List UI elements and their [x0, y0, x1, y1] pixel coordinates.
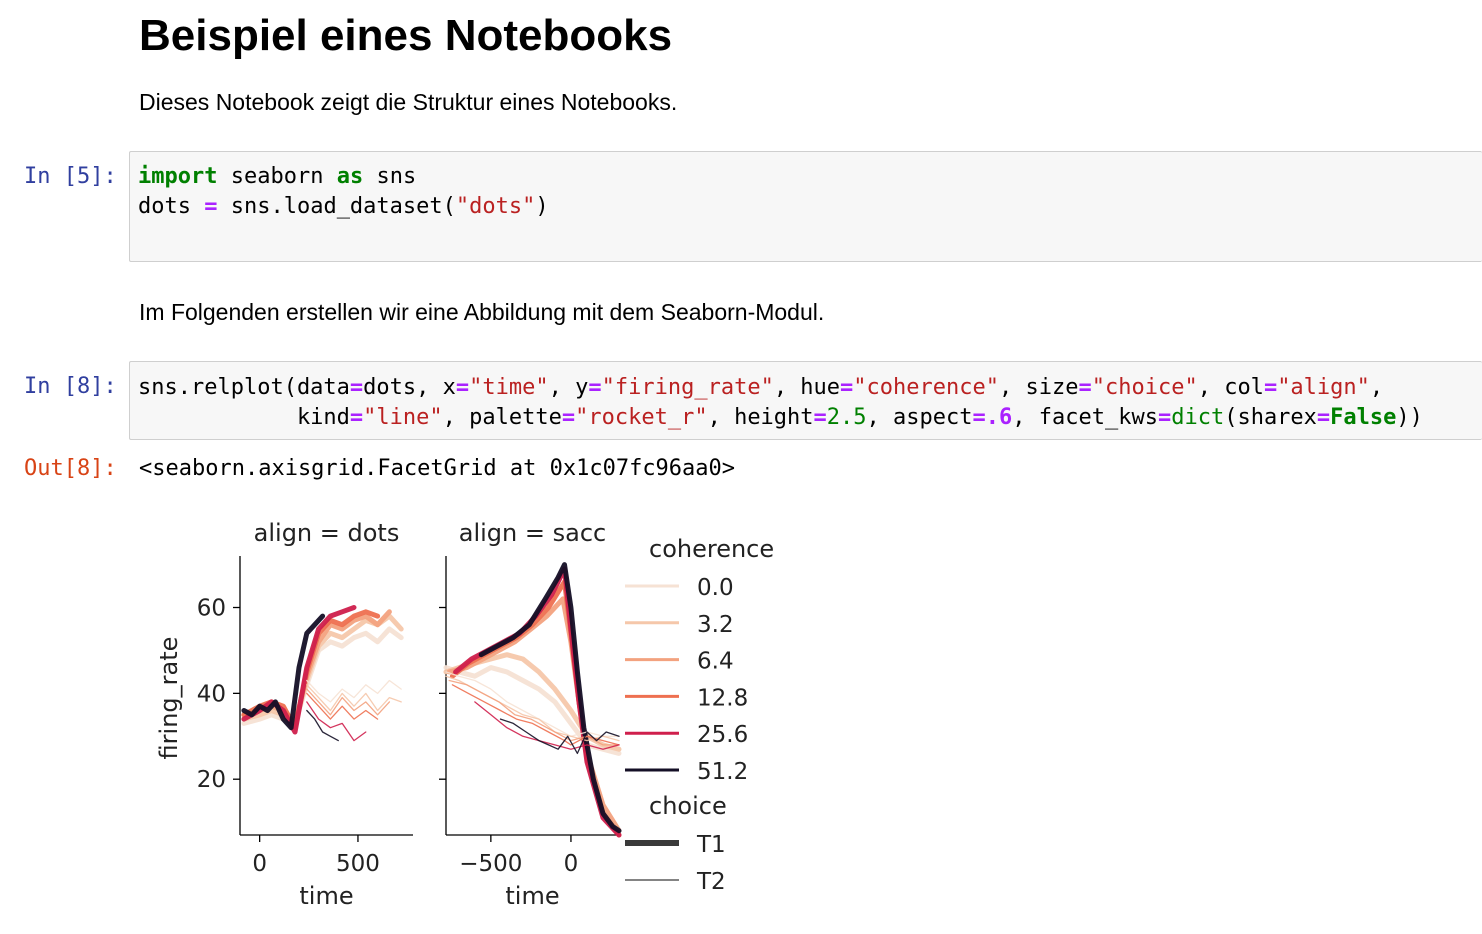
code-token: = [840, 375, 854, 400]
code-token: , y [548, 375, 589, 400]
series-line [499, 718, 620, 755]
code-token: =.6 [972, 405, 1013, 430]
code-token: = [588, 375, 602, 400]
code-cell-2[interactable]: sns.relplot(data=dots, x="time", y="firi… [129, 361, 1482, 440]
legend-label: 6.4 [697, 649, 734, 675]
code-token: = [455, 375, 470, 400]
code-token: = [1316, 405, 1331, 430]
cell-2-prompt: In [8]: [24, 374, 117, 399]
x-axis-label: time [505, 882, 559, 910]
code-line: dots = sns.load_dataset("dots") [130, 192, 1482, 222]
code-token: sns [363, 164, 417, 189]
panel-title: align = sacc [459, 519, 606, 547]
code-token: = [1157, 405, 1172, 430]
code-line: import seaborn as sns [130, 162, 1482, 192]
series-line [449, 579, 622, 838]
code-token: = [813, 405, 827, 430]
legend-label: 3.2 [697, 612, 734, 638]
code-token: "time" [469, 375, 549, 400]
x-tick-label: 0 [252, 851, 267, 877]
series-line [474, 701, 620, 750]
code-token: dots [138, 194, 205, 219]
output-prompt: Out[8]: [24, 456, 117, 481]
code-token: , size [999, 375, 1079, 400]
series-line [306, 684, 402, 712]
series-line [241, 626, 404, 726]
series-line [306, 688, 391, 716]
code-token: , hue [773, 375, 841, 400]
series-line [306, 701, 367, 742]
code-token: (sharex [1224, 405, 1317, 430]
series-line [306, 709, 339, 742]
legend-label: T1 [696, 832, 726, 858]
code-token: False [1330, 405, 1397, 430]
legend-label: 51.2 [697, 759, 748, 785]
series-line [446, 596, 622, 834]
string-literal: "dots" [455, 194, 536, 219]
code-token: = [1078, 375, 1092, 400]
series-line [241, 613, 326, 731]
cell-1-prompt: In [5]: [24, 164, 117, 189]
x-tick-label: 500 [336, 851, 380, 877]
series-line [241, 605, 357, 735]
panel-title: align = dots [254, 519, 400, 547]
x-axis-label: time [299, 882, 353, 910]
code-token: "firing_rate" [601, 375, 774, 400]
series-line [306, 679, 402, 703]
code-token: sns.relplot(data [138, 375, 350, 400]
code-token: = [1263, 375, 1278, 400]
code-token: "line" [363, 405, 443, 430]
code-token: kind [138, 405, 350, 430]
legend-label: T2 [696, 869, 726, 895]
legend-label: 0.0 [697, 575, 734, 601]
y-tick-label: 20 [197, 767, 226, 793]
x-tick-label: −500 [459, 851, 522, 877]
code-token: , height [707, 405, 814, 430]
code-token: , [1369, 375, 1384, 400]
code-cell-1[interactable]: import seaborn as sns dots = sns.load_da… [129, 151, 1482, 262]
markdown-paragraph: Im Folgenden erstellen wir eine Abbildun… [139, 299, 825, 325]
x-tick-label: 0 [564, 851, 579, 877]
code-token: "rocket_r" [575, 405, 708, 430]
code-token: = [349, 375, 364, 400]
series-line [448, 679, 620, 746]
code-token: "coherence" [853, 375, 999, 400]
code-line: sns.relplot(data=dots, x="time", y="firi… [130, 373, 1482, 403]
code-token: , palette [442, 405, 562, 430]
series-line [306, 692, 379, 720]
notebook-heading: Beispiel eines Notebooks [139, 11, 673, 60]
y-tick-label: 40 [197, 681, 226, 707]
series-line [451, 684, 620, 746]
code-token: "align" [1277, 375, 1370, 400]
series-line [445, 671, 620, 737]
legend-label: 25.6 [697, 722, 748, 748]
code-token: dict [1171, 405, 1225, 430]
code-token: "choice" [1091, 375, 1198, 400]
code-token: sns.load_dataset( [217, 194, 456, 219]
code-token: dots, x [363, 375, 456, 400]
legend-label: 12.8 [697, 685, 748, 711]
code-token: ) [535, 194, 549, 219]
operator: = [204, 194, 218, 219]
code-token: seaborn [217, 164, 337, 189]
y-axis-label: firing_rate [155, 637, 183, 760]
legend-size-title: choice [649, 792, 727, 820]
legend-hue-title: coherence [649, 535, 774, 563]
code-token: , aspect [866, 405, 973, 430]
y-tick-label: 60 [197, 596, 226, 622]
code-token: = [349, 405, 364, 430]
series-line [443, 652, 622, 752]
output-text: <seaborn.axisgrid.FacetGrid at 0x1c07fc9… [139, 456, 736, 481]
code-token: , col [1197, 375, 1264, 400]
series-line [478, 562, 622, 834]
code-token: = [561, 405, 576, 430]
code-token: 2.5 [826, 405, 867, 430]
code-token: , facet_kws [1012, 405, 1158, 430]
code-token: )) [1396, 405, 1423, 430]
intro-paragraph: Dieses Notebook zeigt die Struktur eines… [139, 89, 678, 115]
keyword: as [336, 164, 364, 189]
code-line: kind="line", palette="rocket_r", height=… [130, 403, 1482, 433]
keyword: import [138, 164, 218, 189]
